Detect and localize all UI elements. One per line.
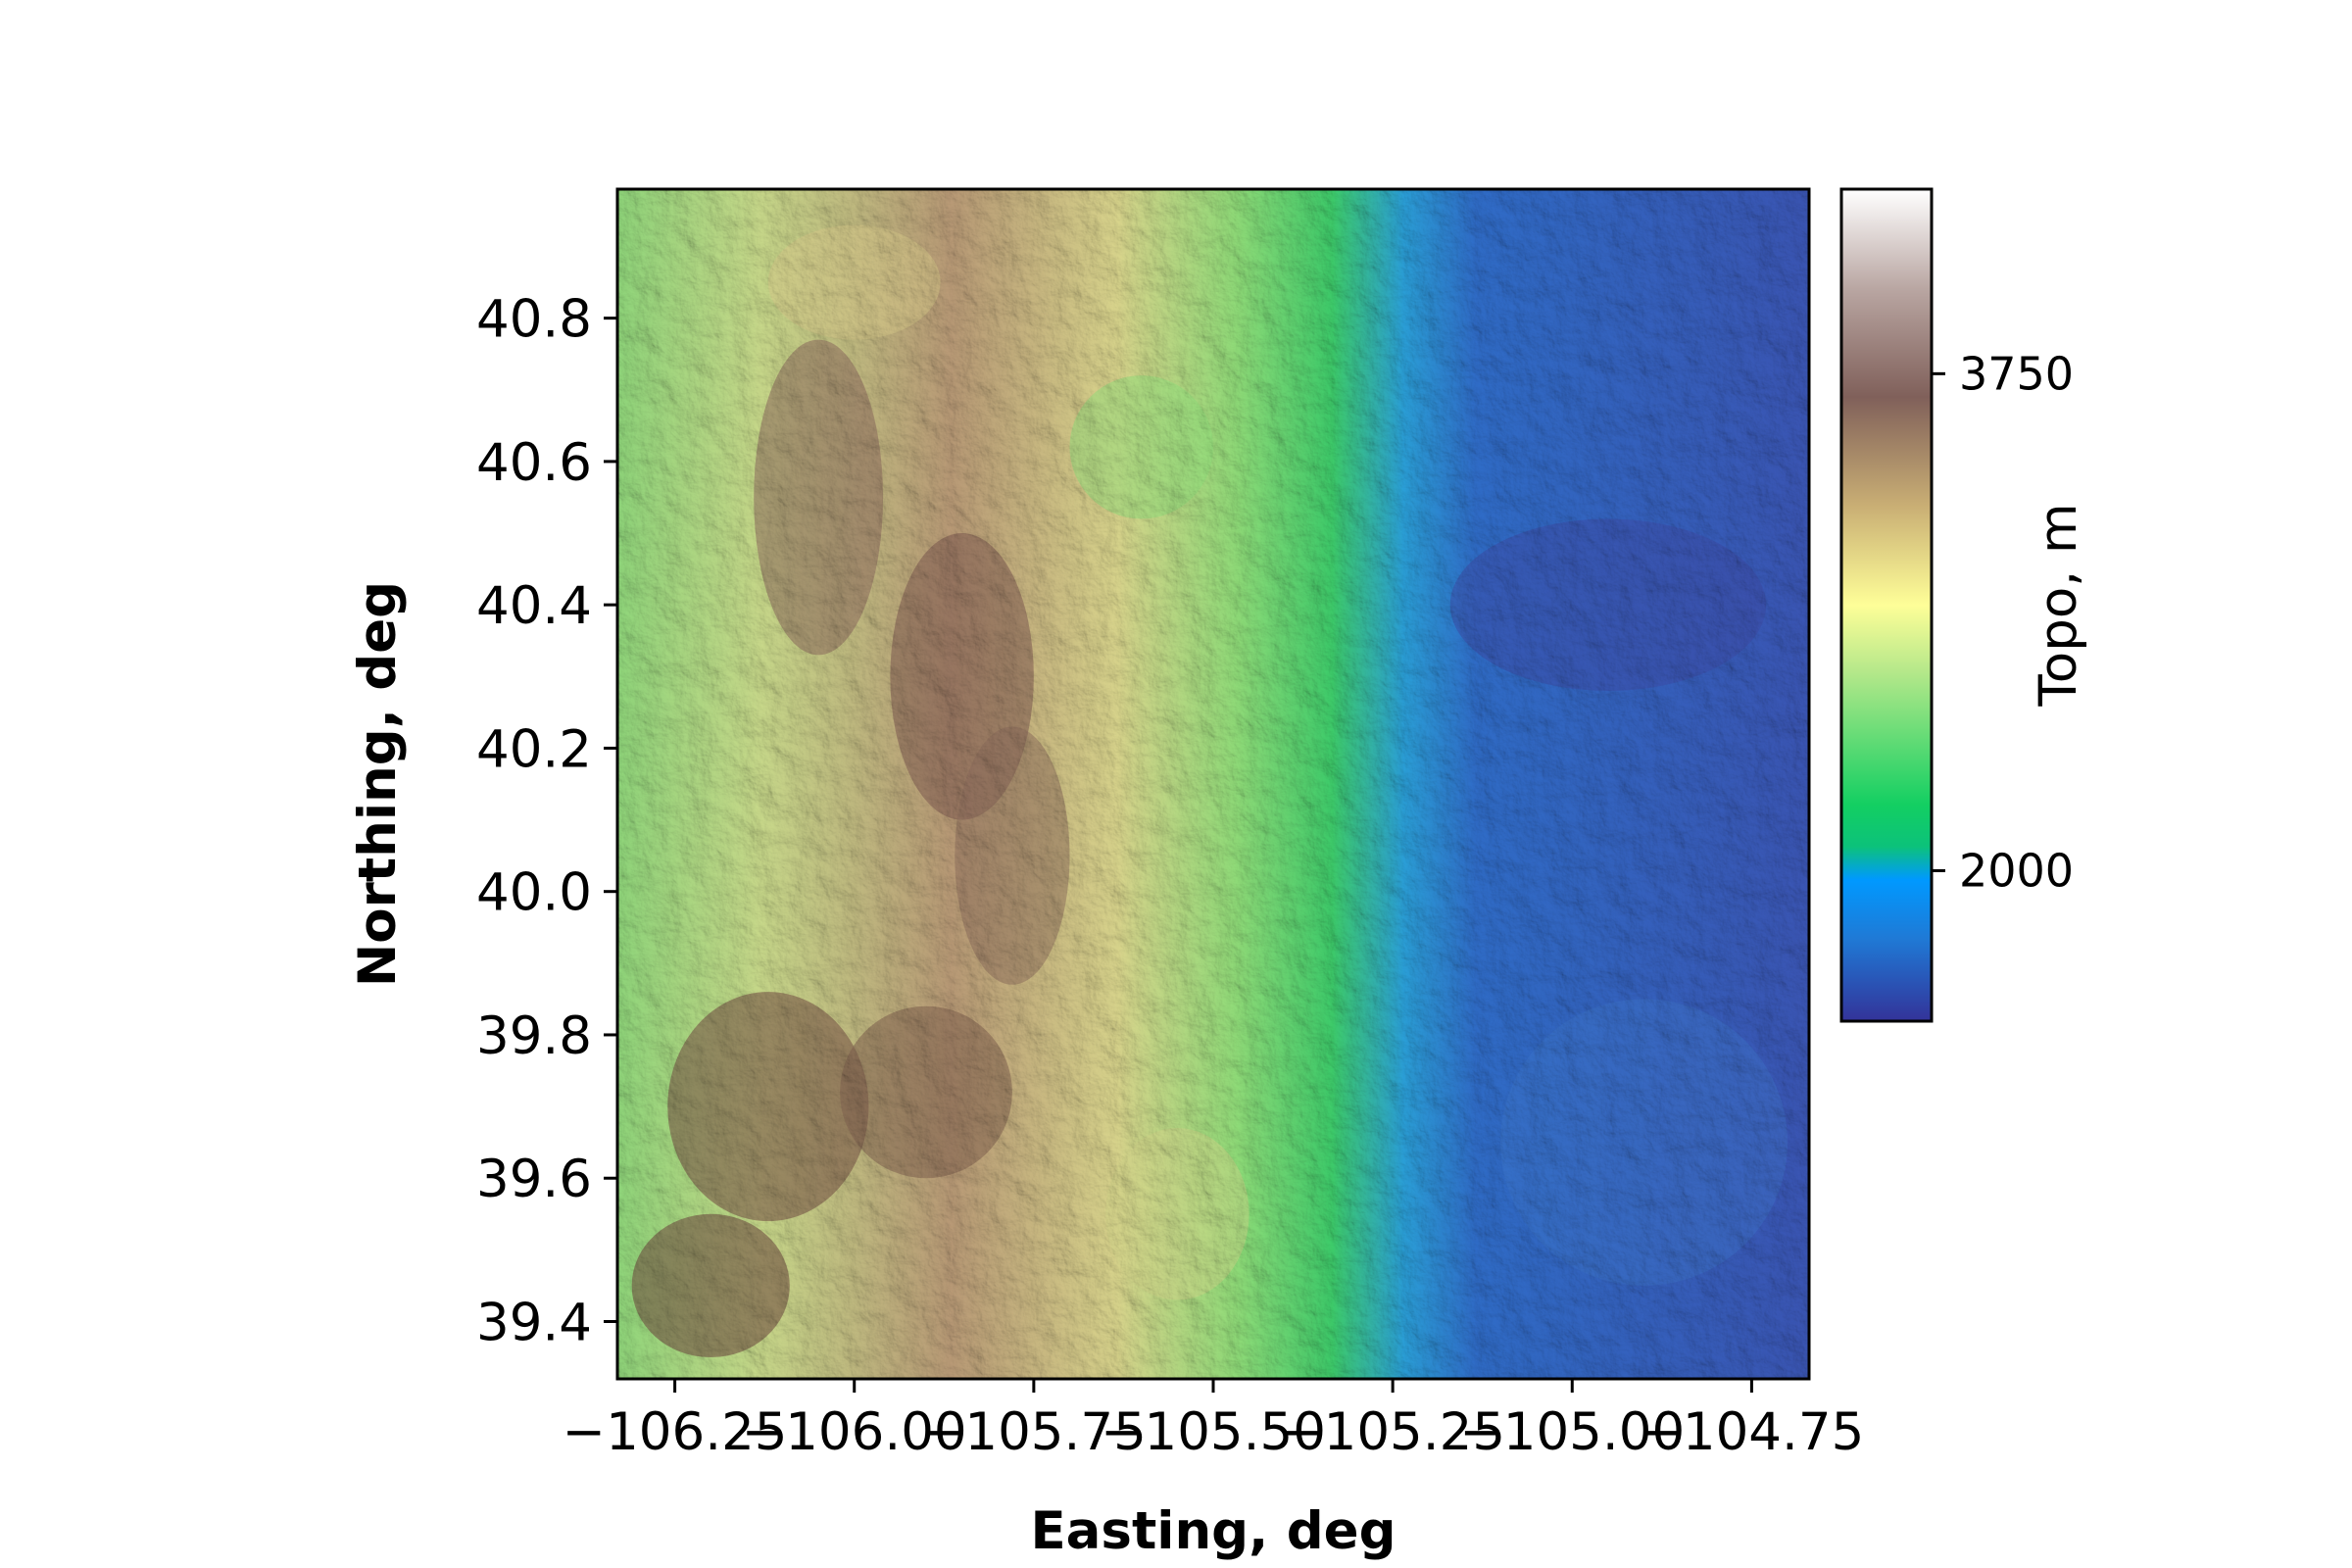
- x-tick-label: −105.50: [1101, 1402, 1326, 1462]
- colorbar: 2000 3750 Topo, m: [1839, 187, 2088, 1023]
- map-plot-area: [617, 189, 1809, 1379]
- colorbar-fill: [1839, 187, 1934, 1023]
- colorbar-tick-label: 2000: [1959, 844, 2074, 897]
- colorbar-ticks: 2000 3750: [1932, 347, 2074, 897]
- y-tick-label: 40.8: [476, 290, 592, 350]
- y-tick-label: 40.2: [476, 719, 592, 779]
- x-tick-label: −105.25: [1280, 1402, 1505, 1462]
- hillshade-layer: [617, 189, 1809, 1379]
- x-tick-label: −105.75: [921, 1402, 1147, 1462]
- y-tick-label: 39.8: [476, 1006, 592, 1066]
- y-axis: 39.4 39.6 39.8 40.0 40.2 40.4 40.6 40.8: [476, 290, 617, 1352]
- y-tick-label: 39.6: [476, 1150, 592, 1209]
- colorbar-tick-label: 3750: [1959, 347, 2074, 400]
- y-tick-label: 40.4: [476, 576, 592, 636]
- y-tick-label: 40.0: [476, 863, 592, 923]
- x-tick-label: −106.00: [742, 1402, 967, 1462]
- x-tick-label: −105.00: [1459, 1402, 1685, 1462]
- y-tick-label: 40.6: [476, 433, 592, 493]
- y-tick-label: 39.4: [476, 1293, 592, 1352]
- x-tick-label: −104.75: [1639, 1402, 1864, 1462]
- x-axis: −106.25−106.00−105.75−105.50−105.25−105.…: [563, 1379, 1864, 1462]
- colorbar-label: Topo, m: [2029, 503, 2088, 707]
- y-axis-label: Northing, deg: [348, 581, 408, 987]
- x-tick-label: −106.25: [563, 1402, 788, 1462]
- x-axis-label: Easting, deg: [1030, 1501, 1396, 1561]
